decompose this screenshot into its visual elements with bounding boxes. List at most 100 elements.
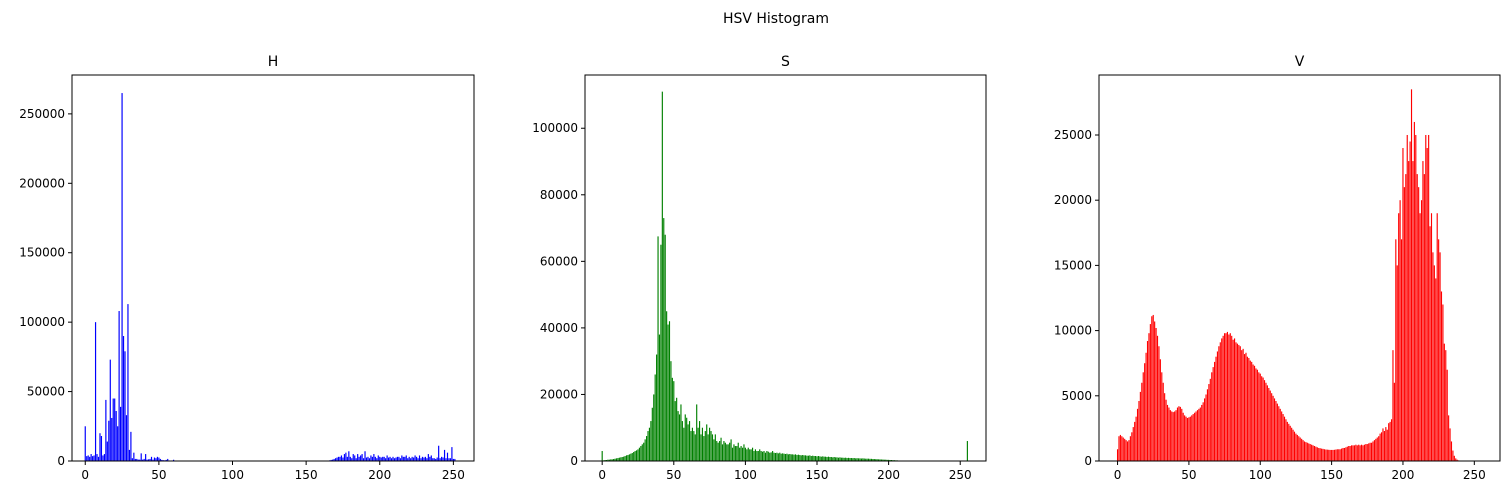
histogram-bar bbox=[835, 457, 836, 461]
histogram-bar bbox=[743, 444, 744, 461]
histogram-bar bbox=[637, 449, 638, 461]
histogram-bar bbox=[1454, 456, 1455, 461]
x-tick-label: 50 bbox=[666, 468, 681, 482]
histogram-bar bbox=[1214, 362, 1215, 461]
histogram-bar bbox=[1322, 449, 1323, 461]
histogram-bar bbox=[751, 449, 752, 461]
histogram-bar bbox=[1144, 363, 1145, 461]
histogram-bar bbox=[373, 454, 374, 461]
histogram-bar bbox=[1448, 415, 1449, 461]
histogram-bar bbox=[784, 454, 785, 461]
histogram-bar bbox=[1245, 353, 1246, 461]
histogram-bar bbox=[1338, 449, 1339, 461]
histogram-bar bbox=[670, 361, 671, 461]
histogram-bar bbox=[1173, 412, 1174, 461]
histogram-bar bbox=[145, 454, 146, 461]
histogram-bar bbox=[1291, 428, 1292, 461]
histogram-bar bbox=[1437, 213, 1438, 461]
histogram-bar bbox=[779, 453, 780, 461]
histogram-bar bbox=[354, 455, 355, 461]
histogram-bar bbox=[688, 424, 689, 461]
histogram-bar bbox=[1394, 383, 1395, 461]
histogram-bar bbox=[1428, 135, 1429, 461]
histogram-bar bbox=[665, 235, 666, 461]
histogram-bar bbox=[1328, 450, 1329, 461]
histogram-bar bbox=[649, 428, 650, 461]
histogram-bar bbox=[1171, 411, 1172, 461]
histogram-bar bbox=[1374, 440, 1375, 461]
histogram-bar bbox=[718, 443, 719, 461]
histogram-bar bbox=[682, 421, 683, 461]
histogram-bar bbox=[1321, 449, 1322, 461]
histogram-bar bbox=[1270, 391, 1271, 461]
x-tick-label: 100 bbox=[1249, 468, 1272, 482]
y-tick-label: 25000 bbox=[1054, 128, 1092, 142]
x-tick-label: 200 bbox=[1392, 468, 1415, 482]
histogram-bar bbox=[1178, 406, 1179, 461]
x-tick-label: 250 bbox=[442, 468, 465, 482]
histogram-bar bbox=[101, 436, 102, 461]
histogram-bar bbox=[1187, 418, 1188, 461]
histogram-bar bbox=[686, 418, 687, 461]
histogram-bar bbox=[1362, 445, 1363, 461]
x-tick-label: 100 bbox=[734, 468, 757, 482]
histogram-bar bbox=[1303, 440, 1304, 461]
histogram-bar bbox=[111, 418, 112, 461]
histogram-bar bbox=[630, 454, 631, 461]
histogram-bar bbox=[700, 434, 701, 461]
histogram-bar bbox=[1213, 367, 1214, 461]
histogram-bar bbox=[1134, 422, 1135, 461]
histogram-bar bbox=[116, 411, 117, 461]
histogram-bar bbox=[1444, 344, 1445, 461]
histogram-bar bbox=[1195, 411, 1196, 461]
histogram-bar bbox=[814, 456, 815, 461]
x-tick-label: 0 bbox=[598, 468, 606, 482]
histogram-bar bbox=[133, 453, 134, 461]
histogram-bar bbox=[816, 456, 817, 461]
histogram-bar bbox=[1164, 393, 1165, 461]
x-tick-label: 200 bbox=[877, 468, 900, 482]
histogram-bar bbox=[1153, 315, 1154, 461]
histogram-bar bbox=[360, 455, 361, 461]
histogram-bar bbox=[1207, 389, 1208, 461]
histogram-bar bbox=[1375, 439, 1376, 461]
histogram-bar bbox=[91, 454, 92, 461]
histogram-bar bbox=[693, 431, 694, 461]
histogram-bar bbox=[1337, 449, 1338, 461]
y-tick-label: 5000 bbox=[1061, 389, 1092, 403]
histogram-bar bbox=[1294, 432, 1295, 461]
histogram-bar bbox=[1405, 174, 1406, 461]
histogram-bar bbox=[1288, 424, 1289, 461]
histogram-bar bbox=[782, 453, 783, 461]
histogram-bar bbox=[829, 457, 830, 461]
histogram-bar bbox=[1221, 338, 1222, 461]
histogram-bar bbox=[1163, 383, 1164, 461]
histogram-bar bbox=[647, 431, 648, 461]
histogram-bar bbox=[366, 458, 367, 461]
histogram-bar bbox=[1260, 374, 1261, 461]
histogram-bar bbox=[1174, 411, 1175, 461]
histogram-bar bbox=[1128, 440, 1129, 461]
histogram-bar bbox=[1240, 346, 1241, 461]
histogram-bar bbox=[350, 457, 351, 461]
histogram-bar bbox=[367, 457, 368, 461]
histogram-bar bbox=[1344, 448, 1345, 461]
histogram-bar bbox=[1332, 450, 1333, 461]
histogram-bar bbox=[1380, 434, 1381, 461]
histogram-bar bbox=[154, 458, 155, 461]
histogram-bar bbox=[761, 451, 762, 461]
histogram-bar bbox=[1365, 444, 1366, 461]
histogram-bar bbox=[1121, 436, 1122, 461]
histogram-bar bbox=[447, 453, 448, 461]
histogram-bar bbox=[1305, 442, 1306, 461]
histogram-bar bbox=[1381, 432, 1382, 461]
x-tick-label: 150 bbox=[295, 468, 318, 482]
histogram-bar bbox=[781, 454, 782, 461]
histogram-bar bbox=[1364, 445, 1365, 461]
y-tick-label: 100000 bbox=[19, 315, 65, 329]
histogram-bar bbox=[1200, 408, 1201, 461]
histogram-bar bbox=[1431, 213, 1432, 461]
